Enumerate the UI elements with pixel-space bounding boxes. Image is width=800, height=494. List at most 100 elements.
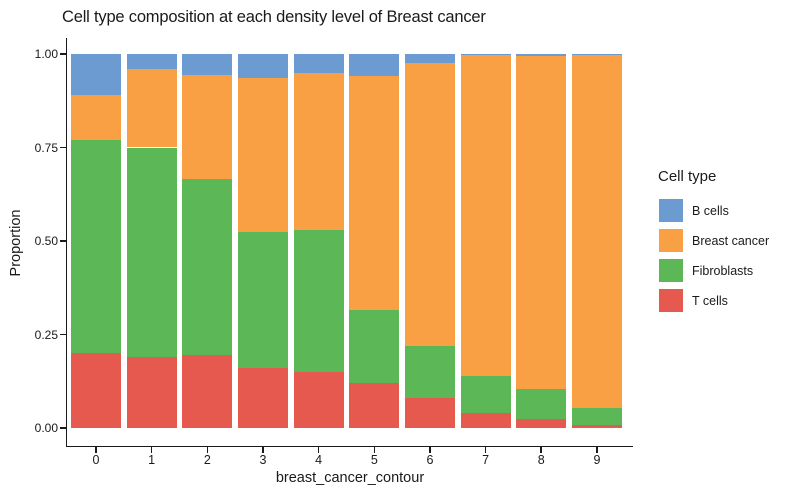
bar-segment-t-cells (460, 413, 511, 428)
bar-segment-b-cells (126, 54, 177, 69)
legend-label: B cells (692, 203, 729, 218)
bar-segment-b-cells (293, 54, 344, 73)
y-tick-label: 0.25 (34, 327, 58, 342)
bar-segment-b-cells (516, 54, 567, 57)
bar-segment-fibroblasts (237, 231, 288, 369)
x-tick-label: 1 (148, 453, 156, 467)
x-tick-label: 8 (537, 453, 545, 467)
bar-segment-b-cells (404, 54, 455, 64)
bar-segment-breast-cancer (237, 78, 288, 232)
x-tick-label: 0 (92, 453, 100, 467)
stacked-bar-3 (237, 40, 288, 447)
legend-title: Cell type (658, 168, 717, 185)
bar-segment-t-cells (349, 383, 400, 428)
x-tick-mark (262, 447, 264, 453)
bar-segment-b-cells (349, 54, 400, 77)
stacked-bar-9 (571, 40, 622, 447)
stacked-bar-6 (404, 40, 455, 447)
stacked-bar-8 (516, 40, 567, 447)
x-tick-mark (429, 447, 431, 453)
legend-item-b-cells: B cells (652, 199, 798, 222)
x-tick-mark (484, 447, 487, 453)
plot-panel (67, 40, 633, 447)
y-tick-label: 0.50 (34, 234, 58, 248)
bar-segment-breast-cancer (516, 56, 567, 390)
x-tick-mark (95, 447, 97, 453)
bar-segment-fibroblasts (293, 229, 344, 372)
x-tick-mark (540, 447, 543, 453)
stacked-bar-2 (182, 40, 233, 447)
legend-label: Fibroblasts (692, 263, 754, 278)
stacked-bar-0 (71, 40, 121, 447)
legend-swatch (659, 289, 683, 312)
bar-segment-fibroblasts (126, 147, 177, 357)
bar-segment-fibroblasts (404, 345, 455, 399)
bar-segment-t-cells (404, 398, 455, 428)
x-tick-mark (596, 447, 598, 453)
legend: Cell type B cells Breast cancer Fibroblast… (652, 168, 798, 319)
y-tick-mark (60, 427, 66, 429)
y-tick-mark (60, 333, 66, 336)
legend-swatch (659, 229, 683, 252)
x-tick-label: 2 (203, 453, 211, 467)
bar-segment-breast-cancer (126, 68, 177, 148)
bar-segment-t-cells (571, 425, 622, 428)
bar-segment-t-cells (293, 371, 344, 428)
bar-segment-t-cells (182, 355, 233, 428)
bar-segment-b-cells (182, 54, 233, 75)
x-tick-label: 4 (315, 453, 323, 467)
x-axis-line (65, 445, 633, 448)
x-tick-label: 9 (593, 453, 601, 467)
stacked-bar-5 (349, 40, 400, 447)
bar-segment-fibroblasts (71, 140, 121, 354)
legend-items: B cells Breast cancer Fibroblasts T cells (652, 199, 798, 312)
stacked-bar-1 (126, 40, 177, 447)
x-tick-label: 5 (370, 453, 378, 467)
bar-segment-b-cells (571, 54, 622, 55)
stacked-bar-4 (293, 40, 344, 447)
legend-item-t-cells: T cells (652, 289, 798, 312)
y-tick-mark (60, 240, 66, 242)
bar-segment-breast-cancer (460, 55, 511, 376)
bar-segment-b-cells (237, 54, 288, 79)
bar-segment-t-cells (126, 356, 177, 428)
legend-swatch (659, 259, 683, 282)
legend-label: Breast cancer (692, 233, 770, 248)
x-tick-label: 3 (259, 453, 267, 467)
legend-item-fibroblasts: Fibroblasts (652, 259, 798, 282)
bar-segment-breast-cancer (571, 54, 622, 409)
bar-segment-breast-cancer (404, 63, 455, 346)
y-axis-title: Proportion (8, 209, 24, 277)
x-tick-mark (206, 447, 209, 453)
bar-segment-fibroblasts (460, 375, 511, 414)
y-tick-label: 0.75 (34, 140, 58, 155)
chart-title: Cell type composition at each density le… (62, 8, 486, 26)
bar-segment-breast-cancer (182, 74, 233, 180)
bar-segment-fibroblasts (349, 310, 400, 384)
y-tick-mark (60, 146, 66, 149)
bar-segment-fibroblasts (182, 179, 233, 356)
legend-label: T cells (692, 293, 728, 308)
y-axis-line (65, 38, 68, 447)
y-tick-mark (60, 53, 66, 55)
bar-segment-fibroblasts (516, 389, 567, 419)
x-tick-mark (373, 447, 376, 453)
x-axis-title: breast_cancer_contour (275, 470, 425, 486)
legend-item-breast-cancer: Breast cancer (652, 229, 798, 252)
x-tick-label: 6 (426, 453, 434, 467)
x-tick-label: 7 (482, 453, 490, 467)
bar-segment-breast-cancer (293, 72, 344, 230)
bar-segment-breast-cancer (349, 76, 400, 311)
y-tick-label: 0.00 (34, 421, 58, 435)
legend-swatch (659, 199, 683, 222)
bar-segment-b-cells (460, 54, 511, 56)
bar-segment-breast-cancer (71, 95, 121, 140)
x-tick-mark (150, 447, 153, 453)
y-tick-label: 1.00 (34, 47, 58, 61)
bar-segment-b-cells (71, 54, 121, 96)
bar-segment-t-cells (516, 418, 567, 428)
bar-segment-fibroblasts (571, 408, 622, 425)
bar-segment-t-cells (71, 353, 121, 428)
x-tick-mark (317, 447, 320, 453)
